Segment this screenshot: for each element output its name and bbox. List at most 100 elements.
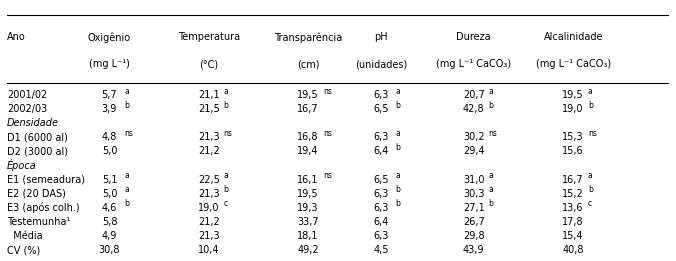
Text: E3 (após colh.): E3 (após colh.) <box>7 203 79 213</box>
Text: Testemunha¹: Testemunha¹ <box>7 217 70 227</box>
Text: 18,1: 18,1 <box>297 231 319 241</box>
Text: 42,8: 42,8 <box>463 104 485 114</box>
Text: 6,3: 6,3 <box>373 132 389 142</box>
Text: 19,0: 19,0 <box>198 203 220 213</box>
Text: 19,5: 19,5 <box>562 90 584 100</box>
Text: 49,2: 49,2 <box>297 245 319 255</box>
Text: 6,4: 6,4 <box>373 217 389 227</box>
Text: (cm): (cm) <box>297 59 320 69</box>
Text: 4,6: 4,6 <box>102 203 117 213</box>
Text: b: b <box>488 100 493 110</box>
Text: Ano: Ano <box>7 32 26 42</box>
Text: 19,3: 19,3 <box>297 203 319 213</box>
Text: Temperatura: Temperatura <box>178 32 240 42</box>
Text: 16,8: 16,8 <box>297 132 319 142</box>
Text: ns: ns <box>322 171 332 180</box>
Text: Transparência: Transparência <box>274 32 342 43</box>
Text: 19,4: 19,4 <box>297 146 319 156</box>
Text: a: a <box>223 86 228 96</box>
Text: 26,7: 26,7 <box>463 217 485 227</box>
Text: 22,5: 22,5 <box>198 175 220 185</box>
Text: 2001/02: 2001/02 <box>7 90 47 100</box>
Text: 16,7: 16,7 <box>297 104 319 114</box>
Text: a: a <box>395 86 400 96</box>
Text: 5,1: 5,1 <box>101 175 117 185</box>
Text: 5,0: 5,0 <box>101 146 117 156</box>
Text: 10,4: 10,4 <box>198 245 220 255</box>
Text: 4,5: 4,5 <box>373 245 389 255</box>
Text: 5,8: 5,8 <box>101 217 117 227</box>
Text: 21,2: 21,2 <box>198 146 220 156</box>
Text: 4,8: 4,8 <box>102 132 117 142</box>
Text: ns: ns <box>223 129 233 138</box>
Text: pH: pH <box>375 32 388 42</box>
Text: a: a <box>124 171 128 180</box>
Text: b: b <box>395 199 400 208</box>
Text: a: a <box>395 171 400 180</box>
Text: 21,3: 21,3 <box>198 231 220 241</box>
Text: E1 (semeadura): E1 (semeadura) <box>7 175 85 185</box>
Text: 21,2: 21,2 <box>198 217 220 227</box>
Text: 6,3: 6,3 <box>373 189 389 199</box>
Text: 6,3: 6,3 <box>373 90 389 100</box>
Text: 19,5: 19,5 <box>297 189 319 199</box>
Text: ns: ns <box>587 129 597 138</box>
Text: (°C): (°C) <box>199 59 218 69</box>
Text: 27,1: 27,1 <box>463 203 485 213</box>
Text: a: a <box>124 185 128 194</box>
Text: Média: Média <box>7 231 43 241</box>
Text: 5,0: 5,0 <box>101 189 117 199</box>
Text: ns: ns <box>124 129 133 138</box>
Text: c: c <box>223 199 228 208</box>
Text: a: a <box>488 185 493 194</box>
Text: 15,6: 15,6 <box>562 146 584 156</box>
Text: a: a <box>587 86 592 96</box>
Text: E2 (20 DAS): E2 (20 DAS) <box>7 189 66 199</box>
Text: 40,8: 40,8 <box>562 245 584 255</box>
Text: 5,7: 5,7 <box>101 90 117 100</box>
Text: 29,8: 29,8 <box>463 231 485 241</box>
Text: 3,9: 3,9 <box>102 104 117 114</box>
Text: c: c <box>587 199 592 208</box>
Text: 21,3: 21,3 <box>198 189 220 199</box>
Text: 33,7: 33,7 <box>297 217 319 227</box>
Text: 31,0: 31,0 <box>463 175 485 185</box>
Text: a: a <box>124 86 128 96</box>
Text: b: b <box>124 100 129 110</box>
Text: a: a <box>223 171 228 180</box>
Text: 19,5: 19,5 <box>297 90 319 100</box>
Text: 30,8: 30,8 <box>99 245 120 255</box>
Text: ns: ns <box>322 86 332 96</box>
Text: 6,4: 6,4 <box>373 146 389 156</box>
Text: b: b <box>395 100 400 110</box>
Text: 13,6: 13,6 <box>562 203 584 213</box>
Text: Dureza: Dureza <box>456 32 491 42</box>
Text: 21,5: 21,5 <box>198 104 220 114</box>
Text: 15,4: 15,4 <box>562 231 584 241</box>
Text: (mg L⁻¹ CaCO₃): (mg L⁻¹ CaCO₃) <box>436 59 511 69</box>
Text: 17,8: 17,8 <box>562 217 584 227</box>
Text: ns: ns <box>322 129 332 138</box>
Text: Alcalinidade: Alcalinidade <box>544 32 603 42</box>
Text: 6,5: 6,5 <box>373 175 389 185</box>
Text: 6,5: 6,5 <box>373 104 389 114</box>
Text: 16,1: 16,1 <box>297 175 319 185</box>
Text: 30,2: 30,2 <box>463 132 485 142</box>
Text: b: b <box>587 100 593 110</box>
Text: 20,7: 20,7 <box>463 90 485 100</box>
Text: 15,2: 15,2 <box>562 189 584 199</box>
Text: 21,1: 21,1 <box>198 90 220 100</box>
Text: a: a <box>488 86 493 96</box>
Text: 4,9: 4,9 <box>102 231 117 241</box>
Text: b: b <box>223 185 228 194</box>
Text: (unidades): (unidades) <box>355 59 407 69</box>
Text: b: b <box>124 199 129 208</box>
Text: Época: Época <box>7 159 37 171</box>
Text: b: b <box>395 143 400 152</box>
Text: Oxigênio: Oxigênio <box>88 32 131 43</box>
Text: CV (%): CV (%) <box>7 245 40 255</box>
Text: D2 (3000 al): D2 (3000 al) <box>7 146 68 156</box>
Text: 43,9: 43,9 <box>463 245 485 255</box>
Text: b: b <box>488 199 493 208</box>
Text: a: a <box>395 129 400 138</box>
